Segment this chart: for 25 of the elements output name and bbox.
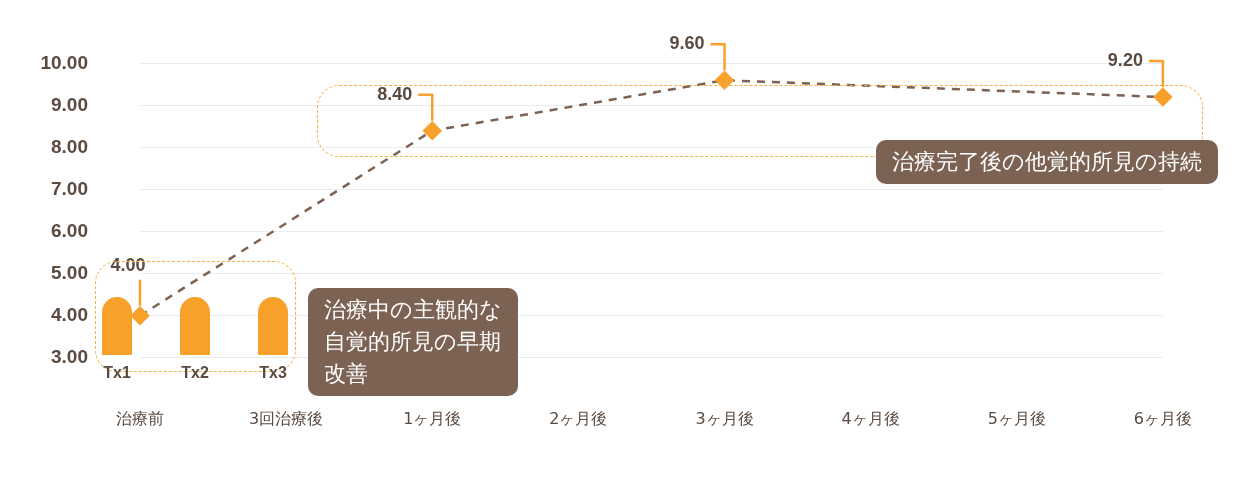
text: Tx2: [181, 363, 209, 382]
text: Tx1: [103, 363, 131, 382]
y-tick-label: 5.00: [51, 261, 88, 283]
y-tick-label: 9.00: [51, 93, 88, 115]
y-tick-label: 4.00: [51, 303, 88, 325]
data-label: 4.00: [110, 254, 146, 275]
x-tick-label: 治療前: [116, 408, 164, 428]
x-tick-label: 3回治療後: [249, 408, 324, 428]
x-tick-label: 3ヶ月後: [695, 408, 754, 428]
x-tick-label: 4ヶ月後: [841, 408, 900, 428]
annotation: 治療中の主観的な自覚的所見の早期改善: [308, 288, 519, 397]
annotation: 治療完了後の他覚的所見の持続: [876, 139, 1218, 184]
data-label: 9.20: [1107, 50, 1143, 71]
y-tick-label: 10.00: [40, 51, 88, 73]
x-tick-label: 2ヶ月後: [549, 408, 608, 428]
data-label: 9.60: [669, 33, 705, 54]
x-tick-label: 1ヶ月後: [403, 408, 462, 428]
y-tick-label: 6.00: [51, 219, 88, 241]
x-tick-label: 6ヶ月後: [1133, 408, 1192, 428]
y-tick-label: 8.00: [51, 135, 88, 157]
y-tick-label: 3.00: [51, 346, 88, 368]
y-tick-label: 7.00: [51, 177, 88, 199]
x-tick-label: 5ヶ月後: [987, 408, 1046, 428]
data-label: 8.40: [377, 83, 413, 104]
text: Tx3: [259, 363, 287, 382]
